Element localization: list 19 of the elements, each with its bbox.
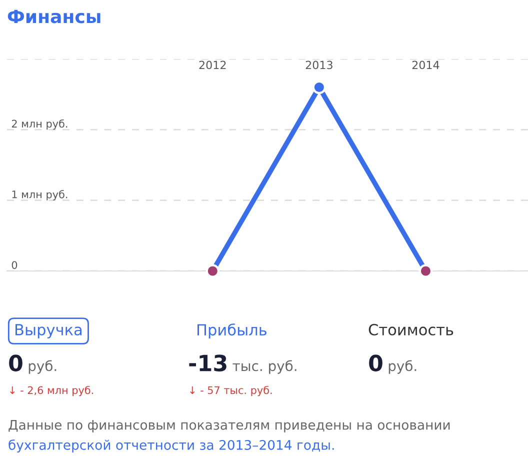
chart-title: Финансы xyxy=(8,10,100,24)
text: руб. xyxy=(388,360,416,374)
text: Прибыль xyxy=(198,323,266,339)
text: тыс. руб. xyxy=(232,360,296,374)
y-tick-label: 2 млн руб. xyxy=(12,119,68,130)
x-tick-label: 2013 xyxy=(306,60,332,70)
text: Данные по финансовым показателям приведены на основании xyxy=(8,420,450,432)
text: Стоимость xyxy=(368,324,454,336)
text: руб. xyxy=(28,360,56,374)
y-tick-label: 0 xyxy=(12,261,18,269)
text: -13 xyxy=(189,354,226,372)
text: ↓ - 2,6 млн руб. xyxy=(10,386,94,396)
text: бухгалтерской отчетности за 2013–2014 годы. xyxy=(8,440,334,452)
y-tick-label: 1 млн руб. xyxy=(12,190,68,200)
text: ↓ - 57 тыс. руб. xyxy=(190,386,272,396)
text: 0 xyxy=(369,354,382,372)
x-tick-label: 2012 xyxy=(199,60,226,70)
x-tick-label: 2014 xyxy=(412,60,440,70)
text: Выручка xyxy=(16,324,82,338)
